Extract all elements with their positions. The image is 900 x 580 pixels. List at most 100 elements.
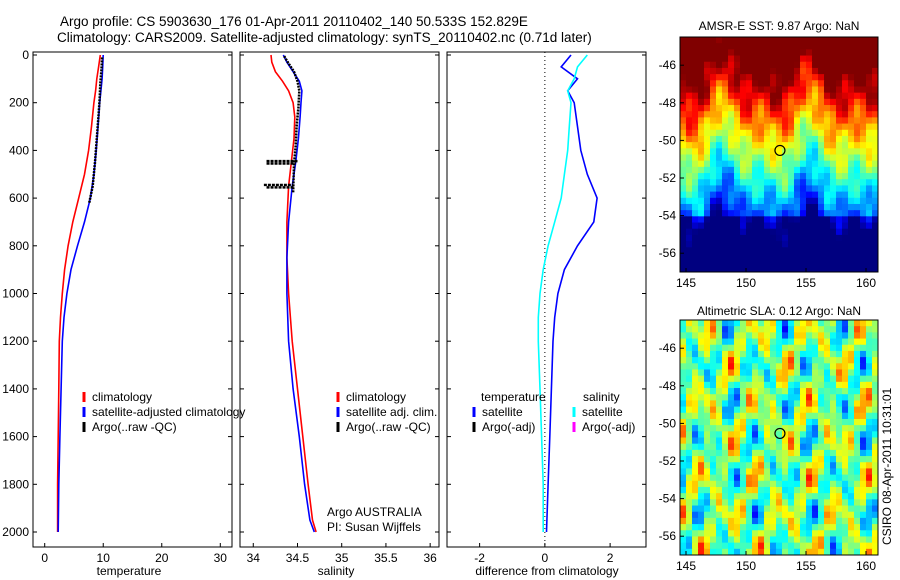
heatmap-cell <box>740 431 747 439</box>
heatmap-cell <box>722 493 729 500</box>
heatmap-cell <box>842 425 849 432</box>
heatmap-cell <box>692 265 699 272</box>
heatmap-cell <box>734 154 741 162</box>
heatmap-cell <box>692 117 699 125</box>
heatmap-cell <box>818 179 825 187</box>
heatmap-cell <box>740 437 747 445</box>
heatmap-cell <box>722 480 729 488</box>
heatmap-cell <box>860 517 867 525</box>
heatmap-cell <box>758 431 765 439</box>
heatmap-cell <box>734 216 741 224</box>
heatmap-cell <box>758 369 765 377</box>
heatmap-cell <box>752 55 759 63</box>
heatmap-cell <box>722 234 729 242</box>
heatmap-cell <box>770 350 777 358</box>
salinity-xtick-label: 34.5 <box>286 551 310 565</box>
heatmap-cell <box>812 74 819 81</box>
heatmap-cell <box>872 480 878 488</box>
heatmap-cell <box>812 86 819 94</box>
heatmap-cell <box>752 474 759 482</box>
heatmap-cell <box>704 160 711 168</box>
heatmap-cell <box>722 55 729 63</box>
heatmap-cell <box>782 67 789 75</box>
heatmap-cell <box>842 443 849 451</box>
heatmap-cell <box>758 222 765 230</box>
heatmap-cell <box>824 511 831 519</box>
heatmap-cell <box>836 400 843 408</box>
heatmap-cell <box>710 431 717 439</box>
heatmap-cell <box>752 86 759 94</box>
heatmap-cell <box>824 49 831 57</box>
heatmap-cell <box>776 210 783 217</box>
heatmap-cell <box>680 228 687 236</box>
heatmap-cell <box>716 357 723 364</box>
heatmap-cell <box>680 216 687 224</box>
heatmap-cell <box>734 524 741 531</box>
heatmap-cell <box>746 431 753 439</box>
heatmap-cell <box>872 437 878 445</box>
heatmap-cell <box>818 135 825 143</box>
difference-legend-label: satellite <box>482 405 523 419</box>
heatmap-cell <box>764 381 771 389</box>
heatmap-cell <box>776 443 783 451</box>
depth-tick-label: 200 <box>9 96 29 110</box>
heatmap-cell <box>770 92 777 100</box>
heatmap-cell <box>848 511 855 519</box>
heatmap-cell <box>806 320 813 327</box>
heatmap-cell <box>710 437 717 445</box>
heatmap-cell <box>752 265 759 272</box>
heatmap-cell <box>740 253 747 261</box>
heatmap-cell <box>860 320 867 327</box>
heatmap-cell <box>752 493 759 500</box>
heatmap-cell <box>806 486 813 494</box>
heatmap-cell <box>734 67 741 75</box>
heatmap-cell <box>704 43 711 50</box>
heatmap-cell <box>836 474 843 482</box>
heatmap-cell <box>746 191 753 199</box>
heatmap-cell <box>836 524 843 531</box>
heatmap-cell <box>788 210 795 217</box>
heatmap-cell <box>728 357 735 364</box>
heatmap-cell <box>836 468 843 476</box>
heatmap-cell <box>872 142 878 149</box>
heatmap-cell <box>830 265 837 272</box>
heatmap-cell <box>800 210 807 217</box>
heatmap-cell <box>854 259 861 267</box>
heatmap-cell <box>770 210 777 217</box>
heatmap-cell <box>806 369 813 377</box>
heatmap-cell <box>698 55 705 63</box>
heatmap-cell <box>710 524 717 531</box>
heatmap-cell <box>794 505 801 513</box>
heatmap-cell <box>812 210 819 217</box>
heatmap-cell <box>716 437 723 445</box>
heatmap-cell <box>680 166 687 174</box>
heatmap-cell <box>848 265 855 272</box>
heatmap-cell <box>800 369 807 377</box>
heatmap-cell <box>722 265 729 272</box>
heatmap-cell <box>848 517 855 525</box>
heatmap-cell <box>812 241 819 248</box>
heatmap-cell <box>842 437 849 445</box>
heatmap-cell <box>686 210 693 217</box>
heatmap-cell <box>680 154 687 162</box>
heatmap-cell <box>722 216 729 224</box>
heatmap-cell <box>842 111 849 118</box>
heatmap-cell <box>848 203 855 211</box>
heatmap-cell <box>728 548 735 555</box>
heatmap-cell <box>704 480 711 488</box>
heatmap-cell <box>818 326 825 333</box>
heatmap-cell <box>812 548 819 555</box>
heatmap-cell <box>872 234 878 242</box>
heatmap-cell <box>734 135 741 143</box>
heatmap-cell <box>722 160 729 168</box>
heatmap-cell <box>860 222 867 230</box>
heatmap-cell <box>830 412 837 420</box>
heatmap-cell <box>740 234 747 242</box>
heatmap-cell <box>764 80 771 88</box>
heatmap-cell <box>734 369 741 377</box>
heatmap-cell <box>722 530 729 538</box>
heatmap-cell <box>806 338 813 346</box>
heatmap-cell <box>830 375 837 383</box>
heatmap-cell <box>776 216 783 224</box>
heatmap-cell <box>800 524 807 531</box>
